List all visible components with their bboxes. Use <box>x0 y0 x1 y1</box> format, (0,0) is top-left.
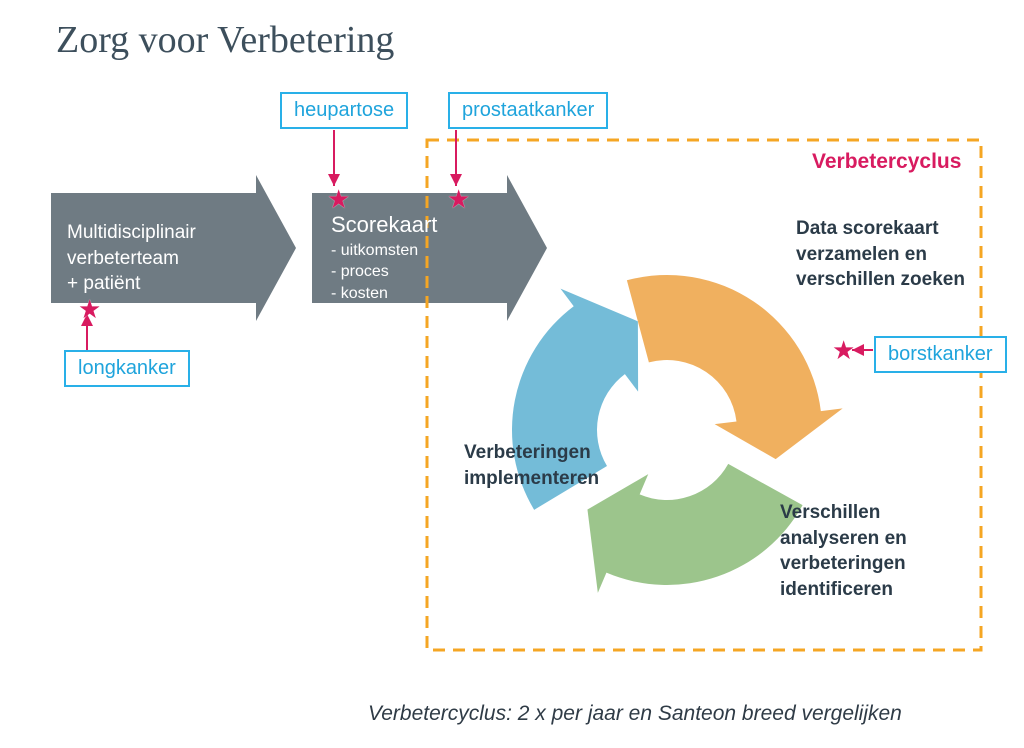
cycle-label-blue: Verbeteringenimplementeren <box>464 440 599 491</box>
star-icon: ★ <box>327 186 350 212</box>
cycle-label-orange: Data scorekaartverzamelen enverschillen … <box>796 216 965 293</box>
star-icon: ★ <box>78 296 101 322</box>
star-icon: ★ <box>447 186 470 212</box>
star-icon: ★ <box>832 337 855 363</box>
verbetercyclus-label: Verbetercyclus <box>812 150 961 174</box>
page-title: Zorg voor Verbetering <box>56 18 394 62</box>
callout-prostaatkanker: prostaatkanker <box>448 92 608 129</box>
cycle-label-green: Verschillenanalyseren enverbeteringenide… <box>780 500 907 603</box>
pointer-lines <box>87 130 873 350</box>
callout-longkanker: longkanker <box>64 350 190 387</box>
arrow-scorekaart-text: Scorekaart- uitkomsten- proces- kosten <box>331 210 437 304</box>
callout-borstkanker: borstkanker <box>874 336 1007 373</box>
callout-heupartose: heupartose <box>280 92 408 129</box>
arrow-team-text: Multidisciplinairverbeterteam+ patiënt <box>67 220 196 297</box>
caption: Verbetercyclus: 2 x per jaar en Santeon … <box>368 702 902 726</box>
